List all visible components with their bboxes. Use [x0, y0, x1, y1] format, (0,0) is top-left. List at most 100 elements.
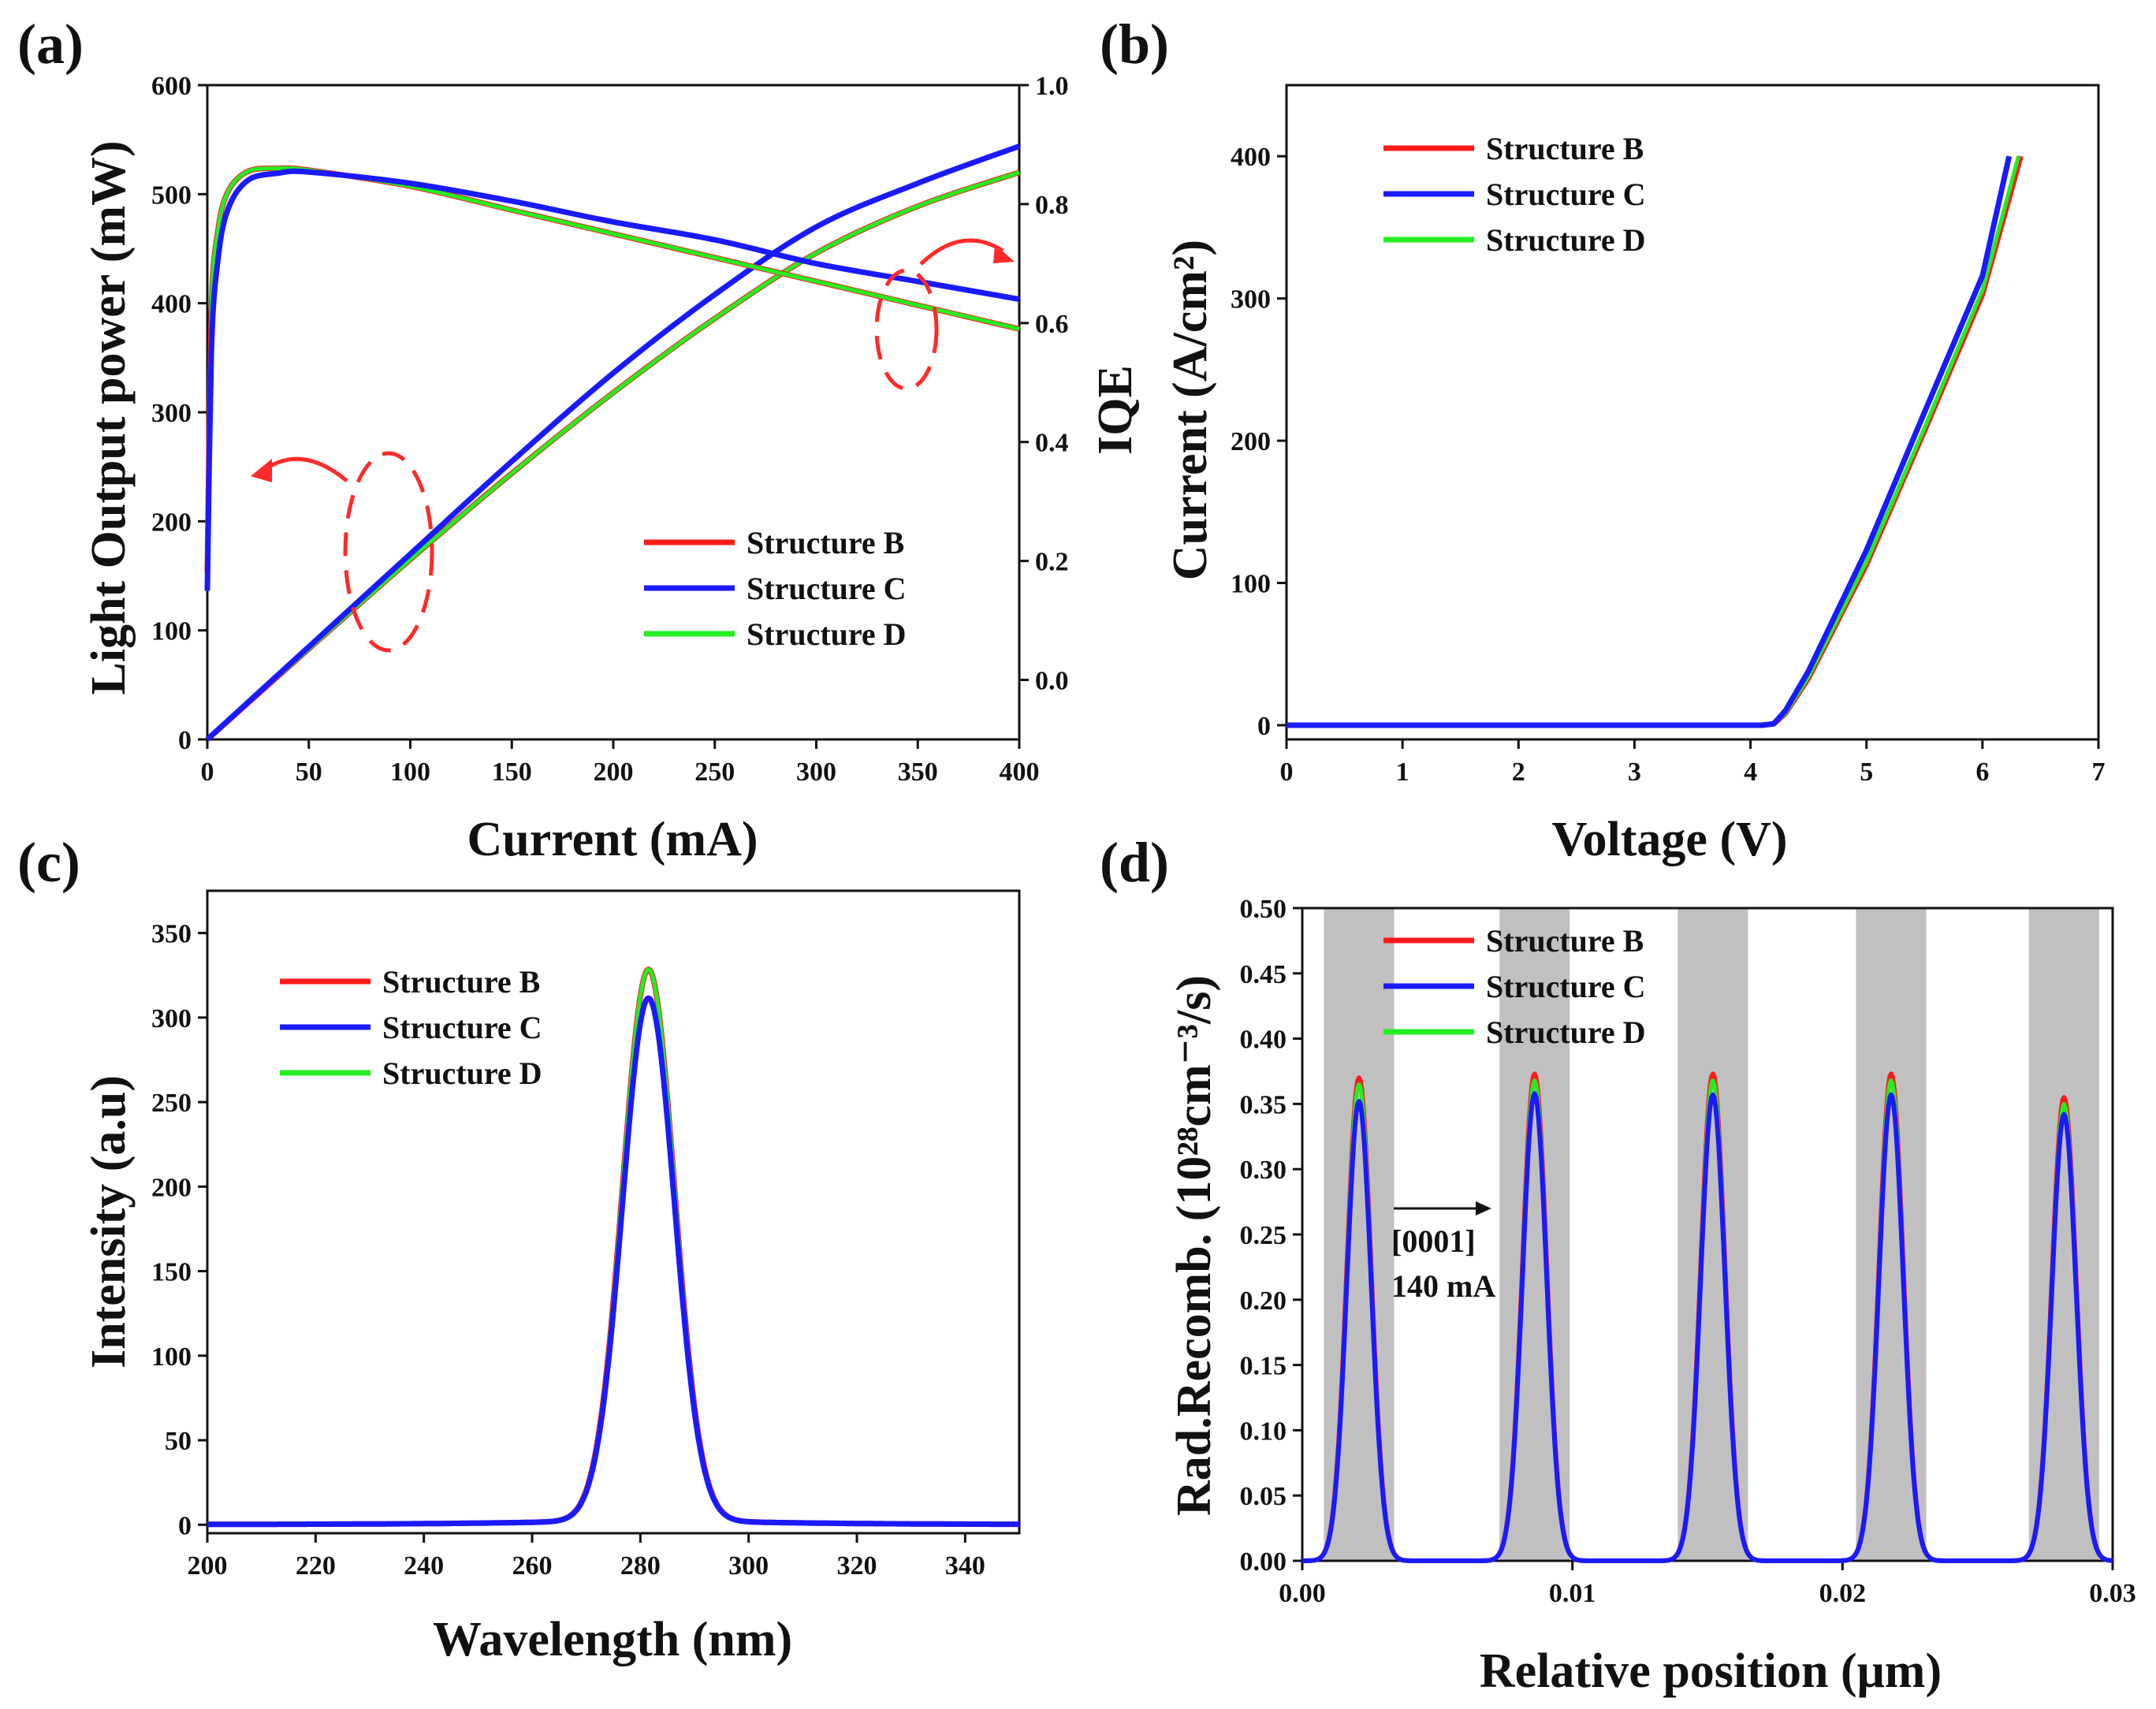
x-tick-label-b: 0 [1280, 758, 1294, 787]
y-tick-label-a: 300 [151, 399, 192, 428]
y-tick-label-d: 0.05 [1240, 1482, 1287, 1511]
annotation-current: 140 mA [1391, 1268, 1495, 1304]
y-tick-label-c: 150 [151, 1258, 192, 1287]
axis-title-a-y: Light Output power (mW) [82, 140, 136, 694]
x-tick-label-d: 0.00 [1279, 1579, 1326, 1608]
x-tick-label-a: 100 [390, 758, 430, 787]
dashed-ellipse-iqe [874, 268, 939, 391]
y-tick-label-b: 300 [1231, 285, 1271, 315]
y-tick-label-a: 500 [151, 181, 192, 210]
panel-label-d: (d) [1100, 831, 1169, 894]
axis-title-c-x: Wavelength (nm) [433, 1613, 792, 1666]
x-tick-label-c: 200 [188, 1551, 228, 1581]
y-tick-label-d: 0.30 [1240, 1156, 1287, 1185]
arrow-head-right-icon [993, 244, 1015, 263]
iqe-line-structure-c [204, 168, 1020, 591]
legend-label-b: Structure D [1486, 222, 1646, 258]
y2-tick-label-a: 0.4 [1035, 429, 1069, 458]
x-tick-label-a: 50 [296, 758, 322, 787]
spectrum-line-structure-b [206, 966, 1021, 1528]
power-line-structure-c [205, 143, 1021, 742]
y-tick-label-c: 0 [178, 1511, 192, 1540]
curved-arrow-left [259, 456, 348, 482]
y-tick-label-d: 0.25 [1240, 1221, 1287, 1250]
axis-title-c-y: Intensity (a.u) [82, 1075, 136, 1368]
y-tick-label-c: 250 [151, 1089, 192, 1118]
panel-label-c: (c) [17, 831, 80, 894]
y2-tick-label-a: 0.0 [1035, 667, 1069, 696]
x-tick-label-a: 150 [492, 758, 532, 787]
plot-frame-b [1285, 84, 2100, 741]
x-tick-label-c: 260 [512, 1551, 553, 1581]
legend-label-c: Structure B [382, 964, 540, 1000]
panel-a-chart: 0 50 100 150 200 250 300 350 400 0 100 200 300 400 500… [151, 72, 1069, 787]
y2-tick-label-a: 0.2 [1035, 548, 1069, 577]
legend-label-a: Structure C [747, 571, 907, 606]
legend-label-c: Structure D [382, 1056, 542, 1091]
y-tick-label-a: 600 [151, 72, 192, 101]
y-tick-label-c: 300 [151, 1004, 192, 1033]
legend-label-a: Structure B [747, 525, 904, 560]
x-tick-label-c: 300 [728, 1551, 769, 1581]
x-tick-label-a: 400 [1000, 758, 1040, 787]
legend-label-d: Structure D [1486, 1015, 1646, 1050]
annotation-direction: [0001] [1391, 1223, 1476, 1259]
quantum-well-band [1678, 908, 1748, 1561]
x-tick-label-b: 4 [1744, 758, 1757, 787]
curved-arrow-right [919, 238, 1004, 266]
panel-b-chart: 0 1 2 3 4 5 6 7 0 100 200 300 400 Structure B Structur… [1231, 84, 2106, 787]
y-tick-label-d: 0.35 [1240, 1090, 1287, 1119]
y2-tick-label-a: 1.0 [1035, 72, 1069, 101]
y-tick-label-d: 0.20 [1240, 1286, 1287, 1316]
y-tick-label-b: 200 [1231, 427, 1271, 456]
x-tick-label-c: 320 [837, 1551, 877, 1581]
y2-tick-label-a: 0.8 [1035, 191, 1069, 220]
panel-label-b: (b) [1100, 13, 1169, 76]
y-tick-label-d: 0.10 [1240, 1417, 1287, 1446]
axis-title-b-y: Current (A/cm²) [1164, 240, 1217, 580]
y-tick-label-c: 350 [151, 920, 192, 949]
axis-title-b-x: Voltage (V) [1551, 813, 1787, 866]
x-tick-label-b: 1 [1396, 758, 1409, 787]
x-tick-label-a: 250 [694, 758, 735, 787]
x-tick-label-a: 200 [594, 758, 634, 787]
y-tick-label-b: 400 [1231, 143, 1271, 172]
axis-title-d-x: Relative position (μm) [1480, 1644, 1942, 1698]
quantum-well-band [1324, 908, 1395, 1561]
axis-title-a-x: Current (mA) [467, 813, 758, 866]
y2-tick-label-a: 0.6 [1035, 310, 1069, 339]
y-tick-label-a: 0 [178, 726, 192, 755]
y-tick-label-a: 400 [151, 290, 192, 319]
x-tick-label-c: 340 [945, 1551, 985, 1581]
x-tick-label-d: 0.01 [1549, 1579, 1596, 1608]
x-tick-label-c: 240 [404, 1551, 444, 1581]
x-tick-label-a: 0 [201, 758, 214, 787]
legend-label-d: Structure C [1486, 969, 1646, 1004]
panel-c-chart: 200 220 240 260 280 300 320 340 0 50 100 150 200 250 3… [151, 889, 1021, 1581]
y-tick-label-b: 0 [1257, 712, 1271, 741]
x-tick-label-d: 0.02 [1819, 1579, 1867, 1608]
y-tick-label-d: 0.15 [1240, 1352, 1287, 1381]
x-tick-label-a: 350 [898, 758, 938, 787]
legend-label-a: Structure D [747, 616, 907, 652]
y-tick-label-c: 100 [151, 1342, 192, 1372]
arrow-head-left-icon [251, 459, 272, 482]
quantum-well-band [1856, 908, 1927, 1561]
y-tick-label-a: 100 [151, 617, 192, 646]
spectrum-line-structure-d [207, 967, 1020, 1527]
axis-title-d-y: Rad.Recomb. (10²⁸cm⁻³/s) [1167, 975, 1221, 1516]
legend-label-b: Structure B [1486, 131, 1644, 166]
dashed-ellipse-power [343, 451, 434, 653]
legend-label-b: Structure C [1486, 177, 1646, 212]
iv-line-structure-c [1287, 155, 2013, 728]
y-tick-label-d: 0.50 [1240, 895, 1287, 924]
x-tick-label-b: 7 [2092, 758, 2106, 787]
quantum-well-band [1499, 908, 1570, 1561]
panel-label-a: (a) [17, 13, 84, 76]
spectrum-line-structure-c [206, 995, 1021, 1528]
x-tick-label-c: 280 [620, 1551, 661, 1581]
y-tick-label-b: 100 [1231, 570, 1271, 599]
x-tick-label-c: 220 [296, 1551, 336, 1581]
direction-arrow-head-icon [1476, 1201, 1491, 1216]
y-tick-label-d: 0.40 [1240, 1026, 1287, 1055]
